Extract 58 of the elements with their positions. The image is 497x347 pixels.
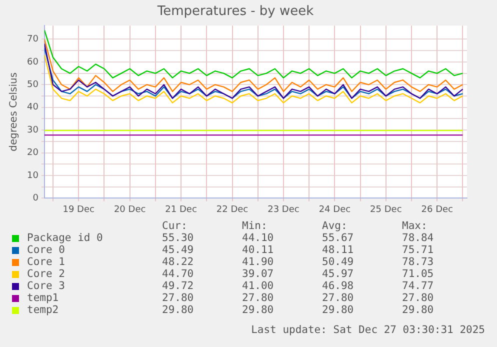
y-tick-label: 70 xyxy=(27,34,39,45)
y-tick-label: 10 xyxy=(27,170,39,181)
y-tick-label: 60 xyxy=(27,57,39,68)
text: Last update: Sat Dec 27 03:30:31 2025 xyxy=(251,324,485,336)
text: 50.49 xyxy=(322,256,355,268)
text: 71.05 xyxy=(402,268,435,280)
text: Cur: xyxy=(162,220,188,232)
text: 29.80 xyxy=(322,304,355,316)
y-tick-label: 0 xyxy=(32,194,39,204)
text: 78.73 xyxy=(402,256,435,268)
text: 44.10 xyxy=(242,232,275,244)
x-tick-label: 19 Dec xyxy=(62,204,95,215)
x-tick-label: 20 Dec xyxy=(114,204,146,215)
text: 27.80 xyxy=(402,292,435,304)
text: 55.30 xyxy=(162,232,195,244)
x-tick-label: 25 Dec xyxy=(370,204,402,215)
y-tick-label: 40 xyxy=(27,102,39,113)
y-tick-label: 20 xyxy=(27,148,39,158)
x-tick-label: 24 Dec xyxy=(318,204,351,215)
legend-label: Core 3 xyxy=(26,280,66,292)
text: 49.72 xyxy=(162,280,195,292)
text: 27.80 xyxy=(242,292,275,304)
text: 75.71 xyxy=(402,244,435,256)
text: 27.80 xyxy=(322,292,355,304)
text: 29.80 xyxy=(162,304,195,316)
x-tick-label: 26 Dec xyxy=(421,204,454,215)
y-tick-label: 50 xyxy=(27,80,39,90)
text: 55.67 xyxy=(322,232,355,244)
legend-label: Core 1 xyxy=(26,256,66,268)
text: 45.97 xyxy=(322,268,355,280)
text: 41.00 xyxy=(242,280,275,292)
legend-label: temp1 xyxy=(26,292,60,304)
text: Avg: xyxy=(322,220,348,232)
text: Max: xyxy=(402,220,428,232)
text: 39.07 xyxy=(242,268,275,280)
text: Min: xyxy=(242,220,268,232)
x-tick-label: 22 Dec xyxy=(216,204,248,215)
text: 78.84 xyxy=(402,232,435,244)
legend-label: temp2 xyxy=(26,304,60,316)
x-tick-label: 21 Dec xyxy=(165,204,197,215)
chart-title: Temperatures - by week xyxy=(156,4,314,20)
y-tick-label: 30 xyxy=(27,125,39,136)
text: 29.80 xyxy=(402,304,435,316)
legend-label: Package id 0 xyxy=(26,232,104,244)
text: 74.77 xyxy=(402,280,435,292)
text: 48.11 xyxy=(322,244,355,256)
legend-label: Core 0 xyxy=(26,244,66,256)
x-tick-label: 23 Dec xyxy=(268,204,300,215)
text: 27.80 xyxy=(162,292,195,304)
text: 41.90 xyxy=(242,256,275,268)
text: 45.49 xyxy=(162,244,195,256)
text: 46.98 xyxy=(322,280,355,292)
y-axis-title: degrees Celsius xyxy=(8,72,20,152)
legend-label: Core 2 xyxy=(26,268,66,280)
text: 29.80 xyxy=(242,304,275,316)
text: 48.22 xyxy=(162,256,195,268)
text: 40.11 xyxy=(242,244,275,256)
text: 44.70 xyxy=(162,268,195,280)
